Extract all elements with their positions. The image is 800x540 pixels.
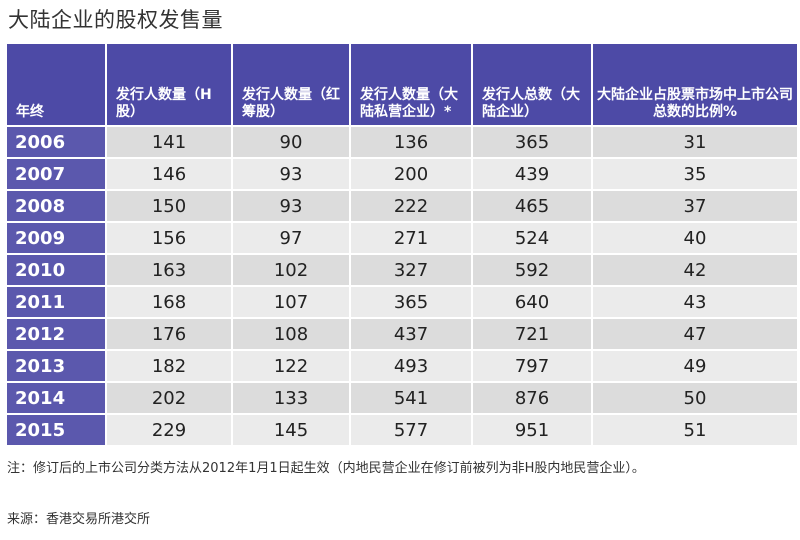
cell-year: 2011 <box>7 285 105 317</box>
cell-h-shares: 156 <box>105 221 231 253</box>
cell-red-chips: 97 <box>231 221 349 253</box>
cell-total: 876 <box>471 381 591 413</box>
cell-private: 200 <box>349 157 471 189</box>
cell-h-shares: 229 <box>105 413 231 445</box>
cell-red-chips: 102 <box>231 253 349 285</box>
table-row: 2015 229 145 577 951 51 <box>7 413 797 445</box>
table-row: 2008 150 93 222 465 37 <box>7 189 797 221</box>
cell-red-chips: 133 <box>231 381 349 413</box>
cell-h-shares: 202 <box>105 381 231 413</box>
cell-total: 524 <box>471 221 591 253</box>
table-row: 2009 156 97 271 524 40 <box>7 221 797 253</box>
cell-red-chips: 145 <box>231 413 349 445</box>
table-row: 2014 202 133 541 876 50 <box>7 381 797 413</box>
cell-h-shares: 176 <box>105 317 231 349</box>
cell-year: 2013 <box>7 349 105 381</box>
header-total: 发行人总数（大陆企业） <box>471 44 591 125</box>
cell-percentage: 40 <box>591 221 797 253</box>
cell-year: 2014 <box>7 381 105 413</box>
cell-total: 439 <box>471 157 591 189</box>
cell-private: 541 <box>349 381 471 413</box>
cell-year: 2009 <box>7 221 105 253</box>
cell-private: 136 <box>349 125 471 157</box>
cell-percentage: 47 <box>591 317 797 349</box>
cell-percentage: 51 <box>591 413 797 445</box>
cell-percentage: 35 <box>591 157 797 189</box>
cell-percentage: 49 <box>591 349 797 381</box>
cell-total: 592 <box>471 253 591 285</box>
cell-red-chips: 93 <box>231 157 349 189</box>
cell-year: 2007 <box>7 157 105 189</box>
page-title: 大陆企业的股权发售量 <box>8 8 223 32</box>
cell-h-shares: 182 <box>105 349 231 381</box>
cell-total: 951 <box>471 413 591 445</box>
table-row: 2010 163 102 327 592 42 <box>7 253 797 285</box>
cell-year: 2015 <box>7 413 105 445</box>
table-row: 2012 176 108 437 721 47 <box>7 317 797 349</box>
header-year: 年终 <box>7 44 105 125</box>
cell-total: 797 <box>471 349 591 381</box>
source-note: 来源：香港交易所港交所 <box>7 512 151 527</box>
cell-private: 365 <box>349 285 471 317</box>
cell-h-shares: 146 <box>105 157 231 189</box>
footnote: 注：修订后的上市公司分类方法从2012年1月1日起生效（内地民营企业在修订前被列… <box>7 461 645 476</box>
cell-total: 465 <box>471 189 591 221</box>
cell-year: 2010 <box>7 253 105 285</box>
header-private: 发行人数量（大陆私营企业）* <box>349 44 471 125</box>
cell-red-chips: 107 <box>231 285 349 317</box>
cell-red-chips: 122 <box>231 349 349 381</box>
table-row: 2007 146 93 200 439 35 <box>7 157 797 189</box>
cell-total: 365 <box>471 125 591 157</box>
table-row: 2013 182 122 493 797 49 <box>7 349 797 381</box>
cell-total: 640 <box>471 285 591 317</box>
table-header-row: 年终 发行人数量（H股） 发行人数量（红筹股） 发行人数量（大陆私营企业）* 发… <box>7 44 797 125</box>
header-percentage: 大陆企业占股票市场中上市公司总数的比例% <box>591 44 797 125</box>
cell-year: 2012 <box>7 317 105 349</box>
cell-year: 2008 <box>7 189 105 221</box>
cell-red-chips: 90 <box>231 125 349 157</box>
cell-total: 721 <box>471 317 591 349</box>
cell-red-chips: 108 <box>231 317 349 349</box>
cell-percentage: 37 <box>591 189 797 221</box>
cell-percentage: 43 <box>591 285 797 317</box>
cell-private: 493 <box>349 349 471 381</box>
data-table: 年终 发行人数量（H股） 发行人数量（红筹股） 发行人数量（大陆私营企业）* 发… <box>7 44 797 445</box>
cell-private: 271 <box>349 221 471 253</box>
cell-year: 2006 <box>7 125 105 157</box>
header-h-shares: 发行人数量（H股） <box>105 44 231 125</box>
cell-private: 577 <box>349 413 471 445</box>
cell-h-shares: 163 <box>105 253 231 285</box>
table-row: 2006 141 90 136 365 31 <box>7 125 797 157</box>
header-red-chips: 发行人数量（红筹股） <box>231 44 349 125</box>
cell-h-shares: 150 <box>105 189 231 221</box>
cell-red-chips: 93 <box>231 189 349 221</box>
cell-h-shares: 141 <box>105 125 231 157</box>
cell-private: 222 <box>349 189 471 221</box>
cell-percentage: 31 <box>591 125 797 157</box>
cell-percentage: 50 <box>591 381 797 413</box>
cell-percentage: 42 <box>591 253 797 285</box>
cell-private: 437 <box>349 317 471 349</box>
table-row: 2011 168 107 365 640 43 <box>7 285 797 317</box>
cell-h-shares: 168 <box>105 285 231 317</box>
cell-private: 327 <box>349 253 471 285</box>
